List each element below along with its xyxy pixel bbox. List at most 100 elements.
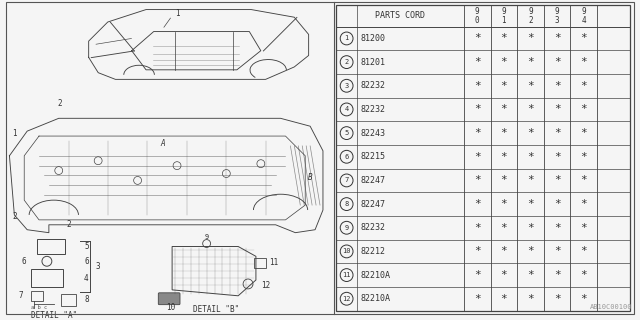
Bar [37,239,65,254]
Text: 82210A: 82210A [360,271,390,280]
Text: 4: 4 [581,16,586,25]
Text: *: * [554,128,561,138]
Text: 8: 8 [344,201,349,207]
Text: *: * [527,57,534,67]
Text: PARTS CORD: PARTS CORD [375,11,425,20]
Text: 9: 9 [502,7,506,16]
Text: *: * [527,175,534,185]
Text: *: * [474,175,481,185]
Text: *: * [500,57,508,67]
Text: 10: 10 [342,248,351,254]
Bar [31,291,43,301]
Text: *: * [527,128,534,138]
Text: 4: 4 [344,107,349,112]
Text: *: * [580,34,587,44]
Text: *: * [474,246,481,256]
Text: a b c: a b c [31,305,47,310]
Text: *: * [500,199,508,209]
Text: *: * [580,128,587,138]
Text: *: * [580,294,587,304]
Text: *: * [554,223,561,233]
Bar [336,5,630,311]
Text: 5: 5 [344,130,349,136]
Text: *: * [500,152,508,162]
Text: 10: 10 [166,303,176,312]
Text: 3: 3 [96,262,100,271]
Text: *: * [554,104,561,115]
Text: 2: 2 [58,99,62,108]
Text: *: * [554,175,561,185]
Text: 9: 9 [475,7,479,16]
Text: 7: 7 [19,291,24,300]
Text: *: * [554,294,561,304]
Text: 11: 11 [342,272,351,278]
Text: *: * [554,270,561,280]
Text: *: * [580,270,587,280]
Text: 1: 1 [502,16,506,25]
Text: 1: 1 [175,9,179,18]
Text: *: * [500,81,508,91]
Text: 9: 9 [555,7,559,16]
Text: *: * [474,34,481,44]
Text: 82247: 82247 [360,176,385,185]
Text: 1: 1 [344,36,349,42]
Text: *: * [500,104,508,115]
Text: *: * [580,223,587,233]
Text: *: * [580,199,587,209]
Text: 5: 5 [84,242,89,251]
Text: DETAIL "B": DETAIL "B" [193,305,239,314]
Text: 81201: 81201 [360,58,385,67]
Text: *: * [554,152,561,162]
Text: *: * [474,199,481,209]
Text: *: * [527,223,534,233]
Text: 82232: 82232 [360,105,385,114]
Text: *: * [500,34,508,44]
Text: *: * [527,104,534,115]
Text: *: * [554,57,561,67]
Text: *: * [474,128,481,138]
Text: 2: 2 [12,212,17,221]
Text: *: * [474,152,481,162]
Text: 9: 9 [581,7,586,16]
Text: 11: 11 [269,258,278,267]
Text: *: * [580,152,587,162]
Text: 4: 4 [84,274,89,283]
Text: *: * [500,223,508,233]
Text: *: * [500,175,508,185]
Text: 6: 6 [84,257,89,266]
Text: *: * [474,270,481,280]
Text: *: * [580,81,587,91]
Text: 9: 9 [528,7,533,16]
Text: 81200: 81200 [360,34,385,43]
Text: 82232: 82232 [360,223,385,232]
Bar [254,258,266,268]
Text: 82210A: 82210A [360,294,390,303]
Text: 12: 12 [342,296,351,302]
Text: 3: 3 [344,83,349,89]
Text: *: * [527,294,534,304]
Text: 2: 2 [67,220,71,229]
Bar [31,269,63,287]
Text: *: * [474,223,481,233]
Text: AB10C00100: AB10C00100 [590,304,632,309]
Text: 82247: 82247 [360,200,385,209]
Text: *: * [554,246,561,256]
Text: *: * [474,104,481,115]
Text: *: * [527,152,534,162]
Text: *: * [474,57,481,67]
Text: *: * [527,270,534,280]
Text: 82212: 82212 [360,247,385,256]
Text: 7: 7 [344,177,349,183]
Text: 8: 8 [84,295,89,304]
Text: *: * [527,199,534,209]
Text: 3: 3 [555,16,559,25]
Text: *: * [580,246,587,256]
Bar [61,294,76,306]
Text: 0: 0 [475,16,479,25]
Text: A: A [160,140,164,148]
Text: 2: 2 [528,16,533,25]
FancyBboxPatch shape [158,293,180,305]
Text: *: * [500,270,508,280]
Text: *: * [554,34,561,44]
Text: *: * [527,246,534,256]
